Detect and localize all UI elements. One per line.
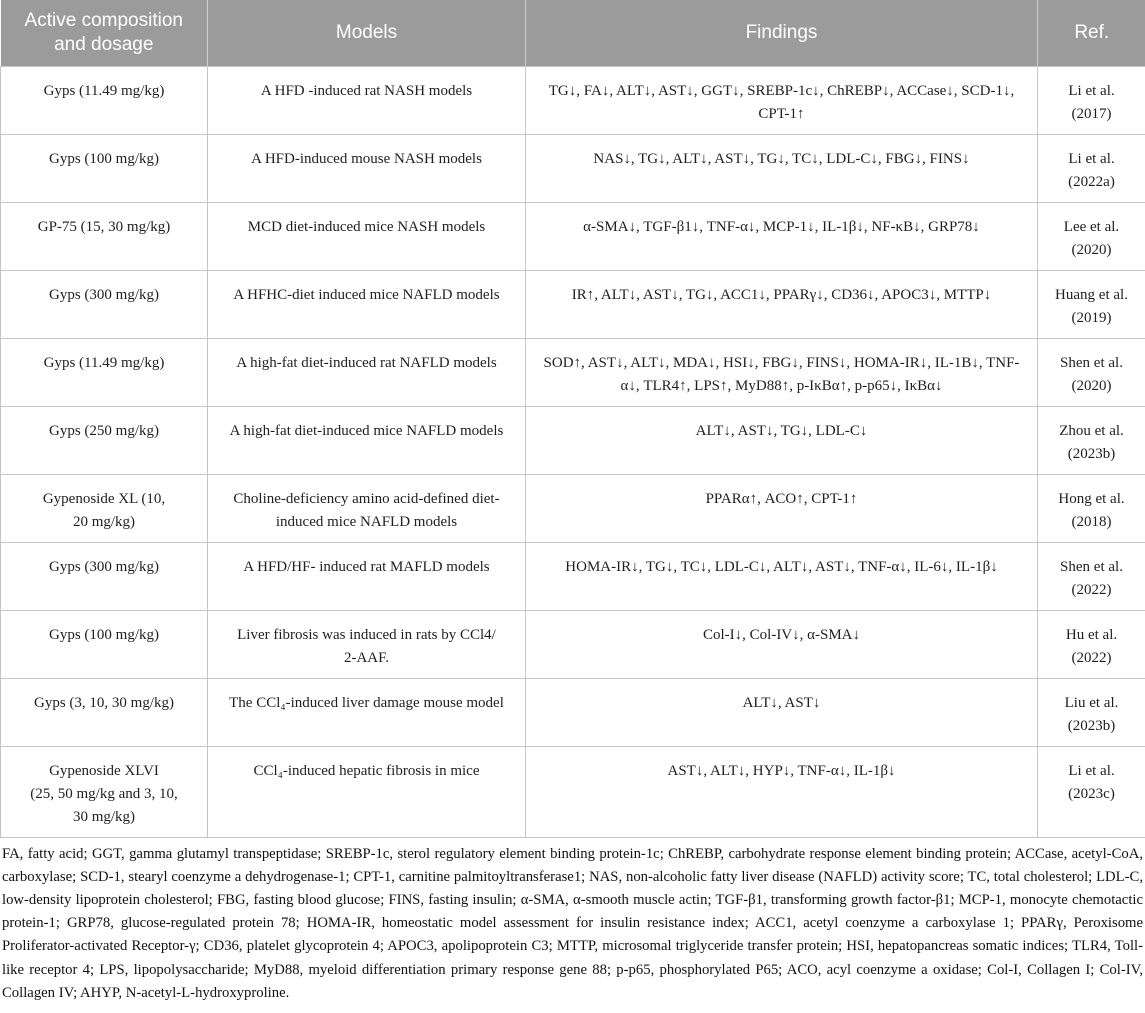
cell-findings: HOMA-IR↓, TG↓, TC↓, LDL-C↓, ALT↓, AST↓, … — [526, 542, 1038, 610]
table-row: Gyps (11.49 mg/kg) A HFD -induced rat NA… — [1, 66, 1145, 134]
cell-model: A HFHC-diet induced mice NAFLD models — [208, 270, 526, 338]
table-row: Gyps (100 mg/kg) A HFD-induced mouse NAS… — [1, 134, 1145, 202]
cell-model: A high-fat diet-induced rat NAFLD models — [208, 338, 526, 406]
cell-reference: Li et al. (2017) — [1038, 66, 1145, 134]
cell-findings: ALT↓, AST↓ — [526, 678, 1038, 746]
cell-findings: SOD↑, AST↓, ALT↓, MDA↓, HSI↓, FBG↓, FINS… — [526, 338, 1038, 406]
table-header-row: Active composition and dosage Models Fin… — [1, 0, 1145, 66]
table-row: Gyps (300 mg/kg) A HFHC-diet induced mic… — [1, 270, 1145, 338]
cell-reference: Li et al. (2022a) — [1038, 134, 1145, 202]
table-row: Gyps (250 mg/kg) A high-fat diet-induced… — [1, 406, 1145, 474]
cell-reference: Lee et al. (2020) — [1038, 202, 1145, 270]
col-header-composition: Active composition and dosage — [1, 0, 208, 66]
cell-reference: Zhou et al. (2023b) — [1038, 406, 1145, 474]
cell-model: Liver fibrosis was induced in rats by CC… — [208, 610, 526, 678]
cell-composition: Gyps (250 mg/kg) — [1, 406, 208, 474]
table-row: Gyps (300 mg/kg) A HFD/HF- induced rat M… — [1, 542, 1145, 610]
cell-composition: Gyps (100 mg/kg) — [1, 134, 208, 202]
cell-findings: Col-I↓, Col-IV↓, α-SMA↓ — [526, 610, 1038, 678]
cell-model: A HFD -induced rat NASH models — [208, 66, 526, 134]
cell-reference: Hu et al. (2022) — [1038, 610, 1145, 678]
cell-findings: ALT↓, AST↓, TG↓, LDL-C↓ — [526, 406, 1038, 474]
cell-composition: Gyps (100 mg/kg) — [1, 610, 208, 678]
table-row: Gyps (3, 10, 30 mg/kg) The CCl₄-induced … — [1, 678, 1145, 746]
table-footnote: FA, fatty acid; GGT, gamma glutamyl tran… — [0, 838, 1145, 1013]
cell-findings: NAS↓, TG↓, ALT↓, AST↓, TG↓, TC↓, LDL-C↓,… — [526, 134, 1038, 202]
cell-findings: PPARα↑, ACO↑, CPT-1↑ — [526, 474, 1038, 542]
cell-model: A high-fat diet-induced mice NAFLD model… — [208, 406, 526, 474]
cell-composition: GP-75 (15, 30 mg/kg) — [1, 202, 208, 270]
table-row: Gypenoside XL (10, 20 mg/kg) Choline-def… — [1, 474, 1145, 542]
cell-reference: Liu et al. (2023b) — [1038, 678, 1145, 746]
cell-composition: Gyps (300 mg/kg) — [1, 542, 208, 610]
col-header-models: Models — [208, 0, 526, 66]
table-row: GP-75 (15, 30 mg/kg) MCD diet-induced mi… — [1, 202, 1145, 270]
cell-model: A HFD-induced mouse NASH models — [208, 134, 526, 202]
cell-reference: Li et al. (2023c) — [1038, 746, 1145, 837]
cell-reference: Shen et al. (2020) — [1038, 338, 1145, 406]
cell-model: CCl₄-induced hepatic fibrosis in mice — [208, 746, 526, 837]
cell-findings: AST↓, ALT↓, HYP↓, TNF-α↓, IL-1β↓ — [526, 746, 1038, 837]
cell-composition: Gypenoside XL (10, 20 mg/kg) — [1, 474, 208, 542]
cell-composition: Gyps (11.49 mg/kg) — [1, 338, 208, 406]
cell-composition: Gyps (3, 10, 30 mg/kg) — [1, 678, 208, 746]
cell-findings: α-SMA↓, TGF-β1↓, TNF-α↓, MCP-1↓, IL-1β↓,… — [526, 202, 1038, 270]
cell-reference: Shen et al. (2022) — [1038, 542, 1145, 610]
table-row: Gypenoside XLVI (25, 50 mg/kg and 3, 10,… — [1, 746, 1145, 837]
cell-composition: Gyps (11.49 mg/kg) — [1, 66, 208, 134]
col-header-ref: Ref. — [1038, 0, 1145, 66]
cell-model: The CCl₄-induced liver damage mouse mode… — [208, 678, 526, 746]
cell-composition: Gypenoside XLVI (25, 50 mg/kg and 3, 10,… — [1, 746, 208, 837]
cell-composition: Gyps (300 mg/kg) — [1, 270, 208, 338]
col-header-findings: Findings — [526, 0, 1038, 66]
table-row: Gyps (100 mg/kg) Liver fibrosis was indu… — [1, 610, 1145, 678]
cell-model: MCD diet-induced mice NASH models — [208, 202, 526, 270]
cell-reference: Huang et al. (2019) — [1038, 270, 1145, 338]
cell-findings: TG↓, FA↓, ALT↓, AST↓, GGT↓, SREBP-1c↓, C… — [526, 66, 1038, 134]
findings-table: Active composition and dosage Models Fin… — [0, 0, 1145, 838]
cell-reference: Hong et al. (2018) — [1038, 474, 1145, 542]
cell-model: Choline-deficiency amino acid-defined di… — [208, 474, 526, 542]
table-body: Gyps (11.49 mg/kg) A HFD -induced rat NA… — [1, 66, 1145, 837]
cell-model: A HFD/HF- induced rat MAFLD models — [208, 542, 526, 610]
table-row: Gyps (11.49 mg/kg) A high-fat diet-induc… — [1, 338, 1145, 406]
cell-findings: IR↑, ALT↓, AST↓, TG↓, ACC1↓, PPARγ↓, CD3… — [526, 270, 1038, 338]
